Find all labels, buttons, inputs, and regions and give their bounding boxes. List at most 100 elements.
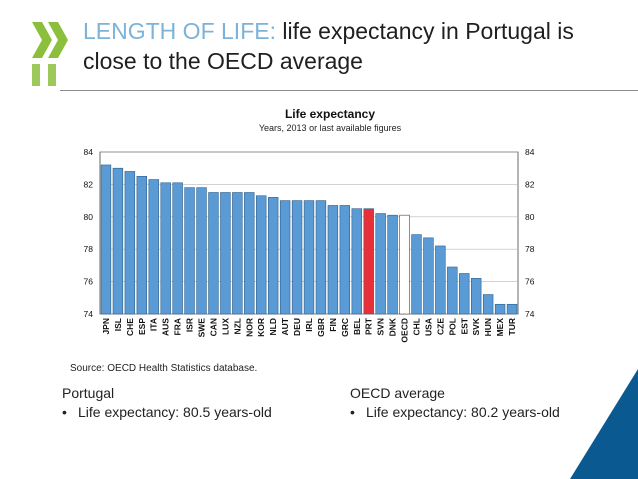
x-tick-label-bel: BEL bbox=[352, 318, 362, 335]
bar-irl bbox=[303, 200, 315, 315]
x-tick-label-nzl: NZL bbox=[232, 318, 242, 335]
x-tick-label-fin: FIN bbox=[328, 318, 338, 332]
bar-nor bbox=[244, 192, 255, 315]
x-tick-label-usa: USA bbox=[423, 318, 433, 336]
y-tick-label-right: 74 bbox=[525, 309, 535, 319]
bar-swe bbox=[196, 187, 207, 315]
x-tick-label-prt: PRT bbox=[364, 317, 374, 335]
x-tick-label-grc: GRC bbox=[340, 318, 350, 337]
portugal-bullet-text: Life expectancy: 80.5 years-old bbox=[78, 404, 272, 420]
bar-che bbox=[124, 171, 136, 315]
chart-subtitle: Years, 2013 or last available figures bbox=[259, 123, 402, 133]
y-tick-label-left: 84 bbox=[84, 147, 94, 157]
chart-source: Source: OECD Health Statistics database. bbox=[70, 363, 258, 374]
x-tick-label-svn: SVN bbox=[376, 318, 386, 335]
bar-svn bbox=[375, 213, 386, 315]
bar-nld bbox=[267, 197, 279, 315]
bar-aut bbox=[279, 200, 291, 315]
bar-dnk bbox=[387, 214, 398, 315]
portugal-note: Portugal • Life expectancy: 80.5 years-o… bbox=[62, 384, 292, 422]
bar-pol bbox=[447, 266, 458, 315]
x-tick-label-che: CHE bbox=[125, 318, 135, 336]
bar-bel bbox=[351, 208, 362, 315]
y-tick-label-right: 78 bbox=[525, 244, 535, 254]
bar-prt bbox=[363, 208, 374, 315]
y-tick-label-left: 76 bbox=[84, 277, 94, 287]
x-tick-label-mex: MEX bbox=[495, 318, 505, 337]
y-tick-label-right: 82 bbox=[525, 179, 535, 189]
portugal-bullet: • Life expectancy: 80.5 years-old bbox=[62, 403, 292, 422]
x-tick-label-can: CAN bbox=[208, 318, 218, 336]
bullet-mark: • bbox=[62, 404, 67, 420]
title-divider bbox=[60, 90, 638, 91]
x-tick-label-dnk: DNK bbox=[388, 317, 398, 336]
y-tick-label-right: 80 bbox=[525, 212, 535, 222]
oecd-bullet: • Life expectancy: 80.2 years-old bbox=[350, 403, 580, 422]
bar-fin bbox=[327, 205, 339, 315]
x-tick-label-gbr: GBR bbox=[316, 318, 326, 337]
x-tick-label-pol: POL bbox=[447, 318, 457, 335]
y-tick-label-right: 76 bbox=[525, 277, 535, 287]
y-tick-label-left: 74 bbox=[84, 309, 94, 319]
bar-usa bbox=[423, 237, 434, 315]
bar-tur bbox=[506, 303, 518, 315]
x-tick-label-aus: AUS bbox=[161, 318, 171, 336]
bar-est bbox=[459, 273, 470, 315]
x-tick-label-tur: TUR bbox=[507, 318, 517, 335]
bar-chl bbox=[411, 234, 422, 315]
x-tick-label-jpn: JPN bbox=[101, 318, 111, 335]
x-tick-label-isr: ISR bbox=[185, 318, 195, 332]
slide-title-accent: LENGTH OF LIFE: bbox=[83, 18, 276, 44]
bar-isr bbox=[184, 187, 195, 315]
bar-fra bbox=[172, 182, 183, 315]
corner-decoration-icon bbox=[570, 369, 638, 479]
y-tick-label-left: 80 bbox=[84, 212, 94, 222]
x-tick-label-cze: CZE bbox=[435, 318, 445, 335]
bar-mex bbox=[494, 303, 506, 315]
x-tick-label-kor: KOR bbox=[256, 318, 266, 337]
bar-aus bbox=[160, 182, 171, 315]
x-tick-label-lux: LUX bbox=[220, 318, 230, 335]
x-tick-label-hun: HUN bbox=[483, 318, 493, 336]
bar-nzl bbox=[232, 192, 243, 315]
oecd-logo-icon bbox=[32, 22, 68, 86]
x-tick-label-chl: CHL bbox=[411, 318, 421, 335]
bar-can bbox=[208, 192, 219, 315]
bar-grc bbox=[339, 205, 351, 315]
x-tick-label-nld: NLD bbox=[268, 318, 278, 335]
y-tick-label-left: 82 bbox=[84, 179, 94, 189]
bar-gbr bbox=[315, 200, 327, 315]
life-expectancy-chart: Life expectancy Years, 2013 or last avai… bbox=[84, 107, 535, 343]
x-tick-label-est: EST bbox=[459, 317, 469, 334]
portugal-heading: Portugal bbox=[62, 385, 115, 401]
bar-oecd bbox=[399, 214, 410, 315]
x-tick-label-aut: AUT bbox=[280, 317, 290, 335]
bars-layer bbox=[100, 164, 518, 315]
bar-jpn bbox=[100, 164, 112, 315]
bar-lux bbox=[220, 192, 231, 315]
x-tick-label-deu: DEU bbox=[292, 318, 302, 336]
bar-cze bbox=[435, 245, 446, 315]
x-tick-label-swe: SWE bbox=[197, 318, 207, 338]
bar-deu bbox=[291, 200, 303, 315]
bar-esp bbox=[136, 176, 147, 315]
y-tick-label-left: 78 bbox=[84, 244, 94, 254]
bar-svk bbox=[471, 278, 482, 315]
x-tick-label-esp: ESP bbox=[137, 318, 147, 335]
x-tick-label-irl: IRL bbox=[304, 318, 314, 332]
x-tick-label-isl: ISL bbox=[113, 318, 123, 331]
x-tick-label-fra: FRA bbox=[173, 318, 183, 335]
y-tick-label-right: 84 bbox=[525, 147, 535, 157]
bar-hun bbox=[482, 294, 494, 315]
oecd-bullet-text: Life expectancy: 80.2 years-old bbox=[366, 404, 560, 420]
x-tick-label-svk: SVK bbox=[471, 317, 481, 335]
x-tick-label-nor: NOR bbox=[244, 318, 254, 337]
slide-title-rest: life expectancy in Portugal is close to … bbox=[83, 18, 574, 74]
oecd-heading: OECD average bbox=[350, 385, 445, 401]
bullet-mark: • bbox=[350, 404, 355, 420]
bar-isl bbox=[112, 167, 124, 315]
chart-title: Life expectancy bbox=[285, 107, 375, 121]
oecd-note: OECD average • Life expectancy: 80.2 yea… bbox=[350, 384, 580, 422]
bar-kor bbox=[256, 195, 267, 315]
